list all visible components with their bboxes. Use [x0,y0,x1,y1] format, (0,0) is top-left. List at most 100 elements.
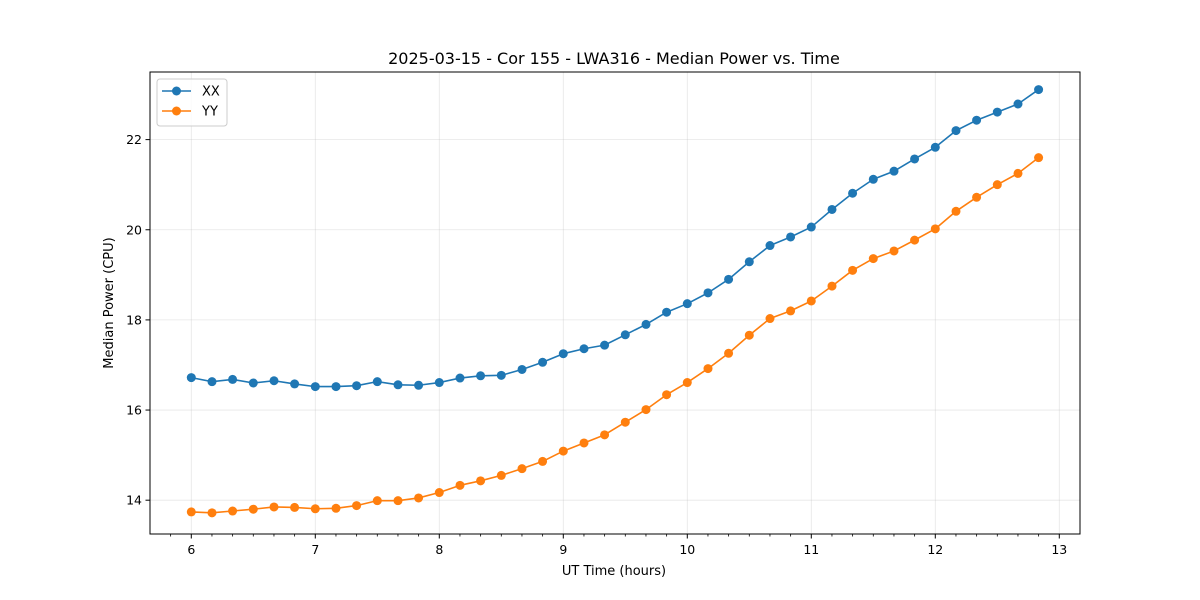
data-point-xx [972,115,982,125]
data-point-xx [476,371,486,381]
legend-marker-yy [172,106,181,116]
data-point-yy [186,507,196,517]
x-tick-label: 6 [187,542,195,557]
data-point-yy [248,504,258,514]
legend: XX YY [156,78,228,127]
data-point-xx [331,382,341,392]
data-point-yy [992,180,1002,190]
data-point-yy [951,206,961,216]
x-tick-label: 8 [435,542,443,557]
series-yy [186,153,1044,518]
y-tick-label: 20 [126,222,142,237]
data-point-yy [682,378,692,388]
series-layer [186,85,1044,518]
data-point-yy [1013,168,1023,178]
y-tick-label: 22 [126,132,142,147]
legend-label-xx: XX [202,85,220,100]
data-point-xx [641,319,651,329]
data-point-yy [558,446,568,456]
data-point-yy [434,488,444,498]
x-tick-label: 10 [679,542,695,557]
data-point-xx [414,380,424,390]
data-point-xx [579,344,589,354]
data-point-xx [806,222,816,232]
data-point-yy [972,192,982,202]
legend-label-yy: YY [201,105,218,120]
data-point-yy [352,501,362,511]
data-point-yy [786,306,796,316]
y-axis-label: Median Power (CPU) [102,237,117,368]
data-point-yy [868,254,878,264]
data-point-xx [951,126,961,136]
data-point-xx [786,232,796,242]
data-point-yy [228,506,238,516]
data-point-xx [703,288,713,298]
x-axis-label: UT Time (hours) [562,564,666,579]
chart-title: 2025-03-15 - Cor 155 - LWA316 - Median P… [388,49,840,68]
data-point-yy [455,480,465,490]
data-point-xx [455,373,465,383]
plot-area-frame [149,71,1081,535]
data-point-xx [434,378,444,388]
grid [150,72,1080,534]
data-point-xx [352,381,362,391]
data-point-yy [889,246,899,256]
x-tick-label: 7 [311,542,319,557]
data-point-yy [744,330,754,340]
data-point-yy [662,390,672,400]
data-point-yy [765,314,775,324]
y-tick-label: 18 [126,312,142,327]
data-point-xx [682,299,692,309]
legend-marker-xx [172,86,181,96]
data-point-yy [1034,153,1044,163]
data-point-yy [724,348,734,358]
data-point-xx [1013,99,1023,109]
data-point-yy [310,504,320,514]
data-point-yy [848,265,858,275]
data-point-xx [186,373,196,383]
data-point-yy [538,456,548,466]
data-point-xx [538,357,548,367]
data-point-xx [517,364,527,374]
data-point-yy [476,476,486,486]
data-point-xx [724,274,734,284]
data-point-yy [331,503,341,513]
data-point-xx [372,377,382,387]
data-point-xx [868,174,878,184]
y-tick-label: 14 [126,493,142,508]
x-tick-label: 9 [559,542,567,557]
series-xx [186,85,1044,392]
data-point-xx [827,204,837,214]
data-point-yy [827,281,837,291]
data-point-yy [207,508,217,518]
data-point-yy [703,364,713,374]
data-point-yy [269,502,279,512]
data-point-xx [248,378,258,388]
data-point-yy [496,470,506,480]
data-point-xx [558,349,568,359]
data-point-yy [517,464,527,474]
x-tick-label: 11 [803,542,819,557]
data-point-xx [496,370,506,380]
data-point-xx [228,374,238,384]
data-point-yy [290,502,300,512]
data-point-xx [207,377,217,387]
data-point-xx [930,142,940,152]
data-point-yy [393,496,403,506]
x-tick-label: 12 [927,542,943,557]
data-point-yy [930,224,940,234]
data-point-xx [910,154,920,164]
x-tick-label: 13 [1051,542,1067,557]
data-point-xx [269,376,279,386]
data-point-yy [372,496,382,506]
data-point-xx [310,382,320,392]
data-point-yy [600,430,610,440]
data-point-xx [600,340,610,350]
data-point-yy [910,235,920,245]
data-point-xx [889,166,899,176]
data-point-xx [744,257,754,267]
data-point-xx [620,330,630,340]
data-point-xx [848,188,858,198]
data-point-yy [641,405,651,415]
data-point-yy [579,438,589,448]
